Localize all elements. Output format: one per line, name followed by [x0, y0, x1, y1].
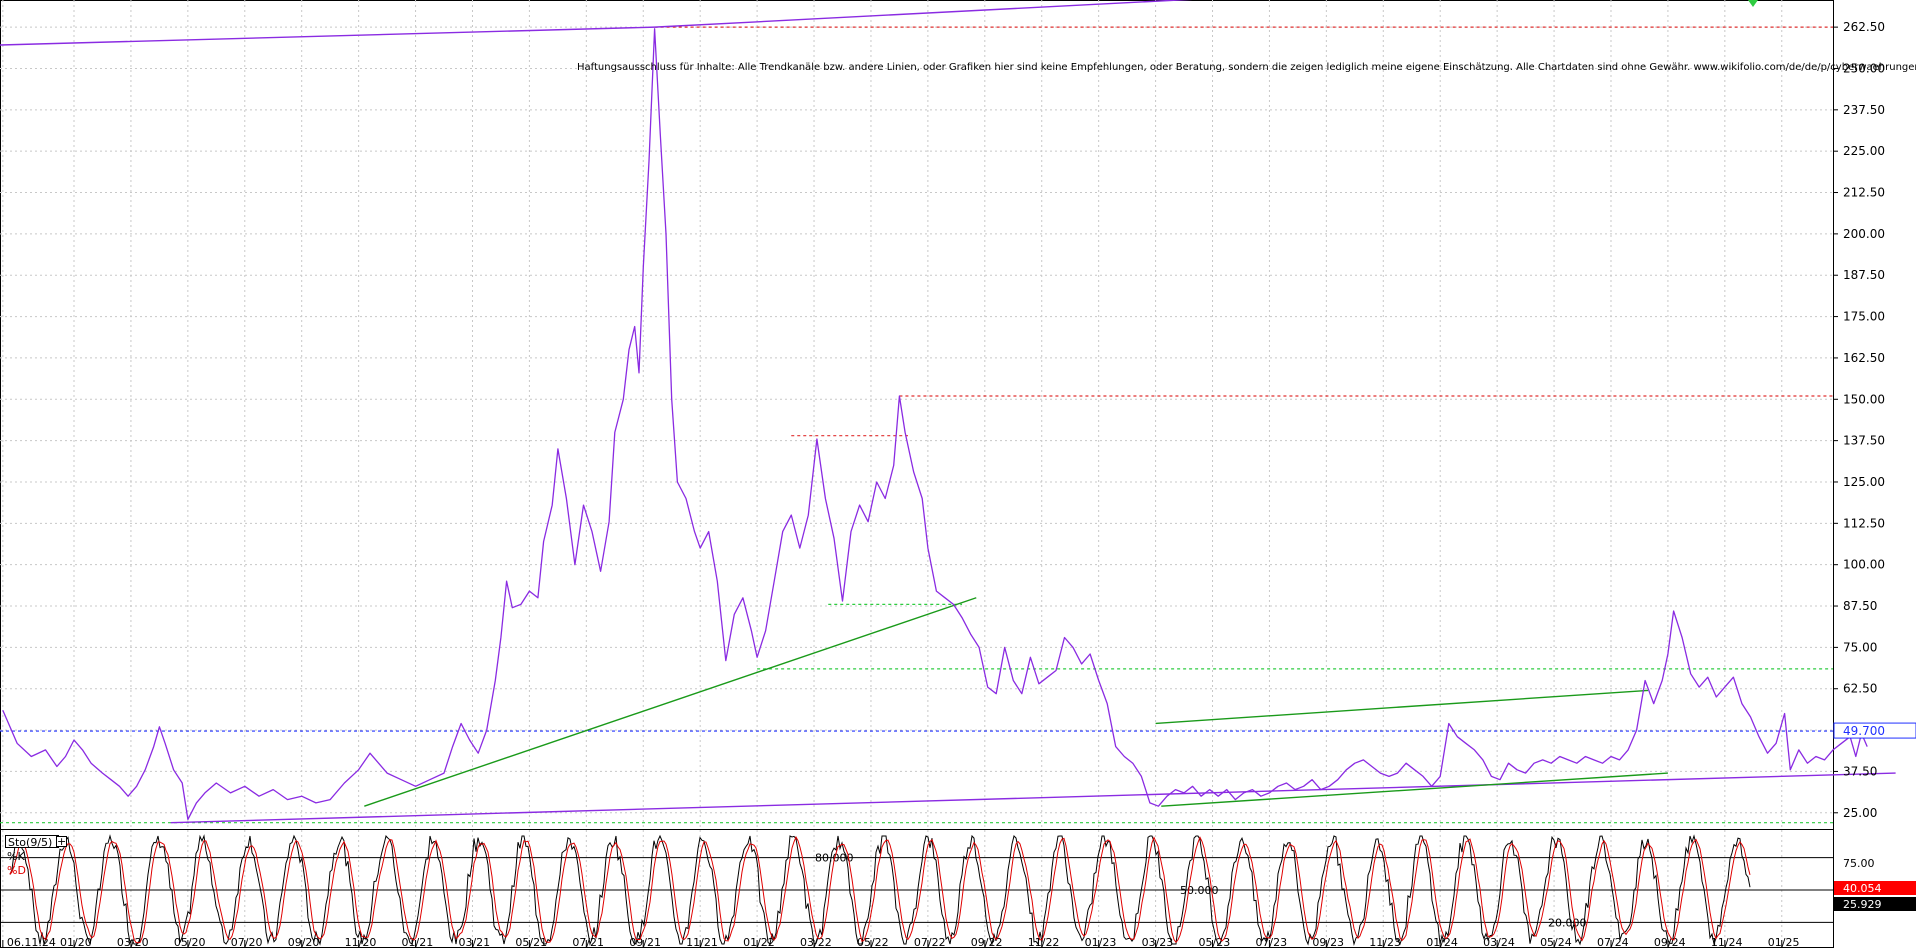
x-tick-label: 09/24 — [1654, 936, 1686, 948]
price-series — [2, 28, 1868, 821]
trendline — [170, 772, 1896, 824]
d-last-label: 40.054 — [1843, 882, 1882, 895]
y-tick-label: 187.50 — [1843, 268, 1885, 282]
y-tick-label: 137.50 — [1843, 434, 1885, 448]
x-tick-label: 05/23 — [1199, 936, 1231, 948]
x-tick-label: 07/22 — [914, 936, 946, 948]
x-tick-label: 07/24 — [1597, 936, 1629, 948]
x-tick-label: 01/23 — [1085, 936, 1117, 948]
x-tick-label: 01/24 — [1426, 936, 1458, 948]
x-tick-label: 03/24 — [1483, 936, 1515, 948]
x-tick-label: 11/20 — [345, 936, 377, 948]
trendline — [1155, 689, 1649, 725]
d-legend-label: %D — [7, 864, 26, 877]
x-tick-label: 09/22 — [971, 936, 1003, 948]
y-tick-label: 262.50 — [1843, 20, 1885, 34]
y-tick-label: 175.00 — [1843, 310, 1885, 324]
k-legend-label: %K — [7, 850, 25, 863]
x-tick-label: 07/23 — [1255, 936, 1287, 948]
add-indicator-icon[interactable]: + — [56, 835, 67, 848]
y-tick-label: 250.00 — [1843, 61, 1885, 75]
x-tick-label: 07/20 — [231, 936, 263, 948]
stoch-level-label: 20.000 — [1548, 916, 1587, 929]
y-tick-label: 25.00 — [1843, 806, 1877, 820]
time-axis: 06.11.24 01/20 03/20 05/20 07/20 09/20 11/20 01… — [2, 936, 1800, 949]
x-tick-label: 01/21 — [402, 936, 434, 948]
k-last-label: 25.929 — [1843, 898, 1882, 911]
last-price-box — [1833, 722, 1916, 739]
x-tick-label: 11/22 — [1028, 936, 1060, 948]
y-tick-label: 75.00 — [1843, 640, 1877, 654]
x-tick-label: 06.11.24 — [7, 936, 56, 948]
price-axis: 262.50 250.00 237.50 225.00 212.50 200.00 187.… — [1833, 20, 1916, 820]
trendline — [1161, 772, 1668, 807]
y-tick-label: 37.50 — [1843, 764, 1877, 778]
x-tick-label: 01/25 — [1768, 936, 1800, 948]
x-tick-label: 07/21 — [572, 936, 604, 948]
trendline — [364, 597, 977, 807]
x-tick-label: 01/20 — [60, 936, 92, 948]
x-tick-label: 05/24 — [1540, 936, 1572, 948]
y-tick-label: 112.50 — [1843, 516, 1885, 530]
x-tick-label: 03/23 — [1142, 936, 1174, 948]
stoch-y-tick-label: 75.00 — [1843, 857, 1875, 870]
y-tick-label: 150.00 — [1843, 392, 1885, 406]
d-last-box — [1834, 881, 1916, 895]
horizontal-levels — [0, 26, 1833, 824]
y-tick-label: 87.50 — [1843, 599, 1877, 613]
y-tick-label: 162.50 — [1843, 351, 1885, 365]
x-tick-label: 09/20 — [288, 936, 320, 948]
indicator-name[interactable]: Sto(9/5) — [5, 835, 59, 849]
x-tick-label: 05/20 — [174, 936, 206, 948]
trendline — [654, 0, 1193, 28]
d-line — [9, 835, 1751, 944]
last-price-label: 49.700 — [1843, 724, 1885, 738]
trendlines — [0, 0, 1896, 824]
y-tick-label: 200.00 — [1843, 227, 1885, 241]
disclaimer-text: Haftungsausschluss für Inhalte: Alle Tre… — [577, 62, 1916, 73]
x-tick-label: 03/21 — [458, 936, 490, 948]
x-tick-label: 05/21 — [515, 936, 547, 948]
signal-marker-icon — [1748, 0, 1758, 7]
x-tick-label: 03/22 — [800, 936, 832, 948]
x-tick-label: 09/23 — [1312, 936, 1344, 948]
y-tick-label: 100.00 — [1843, 558, 1885, 572]
chart-frame — [0, 0, 1834, 948]
y-tick-label: 125.00 — [1843, 475, 1885, 489]
price-line — [2, 28, 1868, 821]
y-tick-label: 225.00 — [1843, 144, 1885, 158]
y-tick-label: 212.50 — [1843, 186, 1885, 200]
grid — [0, 0, 1833, 948]
y-tick-label: 237.50 — [1843, 103, 1885, 117]
x-tick-label: 11/23 — [1369, 936, 1401, 948]
x-tick-label: 11/24 — [1711, 936, 1743, 948]
k-line — [9, 834, 1751, 946]
x-tick-label: 11/21 — [686, 936, 718, 948]
trendline — [0, 26, 655, 46]
x-tick-label: 01/22 — [743, 936, 775, 948]
k-last-box — [1834, 897, 1916, 911]
y-tick-label: 62.50 — [1843, 682, 1877, 696]
